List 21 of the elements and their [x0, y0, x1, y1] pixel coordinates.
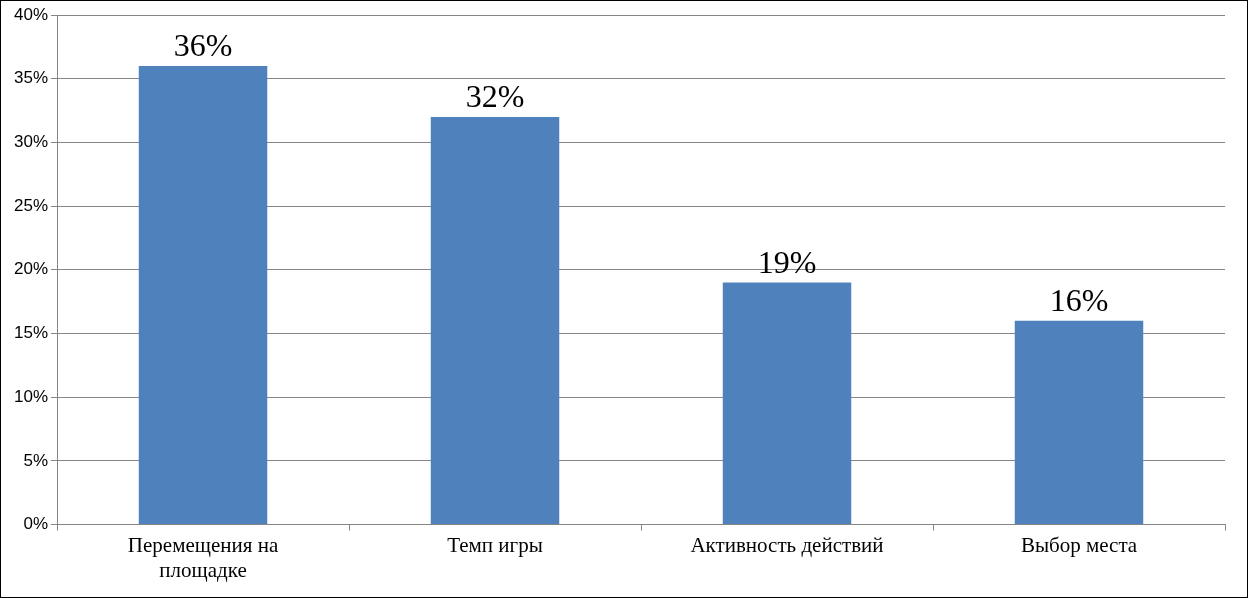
data-label: 19% — [757, 243, 817, 280]
y-tick-label: 5% — [23, 450, 49, 470]
data-label: 32% — [465, 78, 525, 115]
y-tick-label: 15% — [13, 323, 49, 343]
y-tick-label: 35% — [13, 68, 49, 88]
x-tick-label: Активность действий — [690, 532, 884, 557]
bar — [430, 116, 560, 525]
bar — [1014, 320, 1144, 525]
y-tick-label: 10% — [13, 386, 49, 406]
y-tick-label: 25% — [13, 195, 49, 215]
x-tick-label: Темп игры — [447, 532, 543, 557]
bar — [722, 282, 852, 525]
y-tick-label: 40% — [13, 4, 49, 24]
y-tick-label: 30% — [13, 132, 49, 152]
bar — [138, 65, 268, 525]
y-tick-label: 20% — [13, 259, 49, 279]
data-label: 36% — [173, 27, 233, 64]
data-label: 16% — [1049, 282, 1109, 319]
x-tick-label: Перемещения на площадке — [127, 532, 279, 582]
x-tick-label: Выбор места — [1020, 532, 1138, 557]
y-tick-label: 0% — [23, 514, 49, 534]
